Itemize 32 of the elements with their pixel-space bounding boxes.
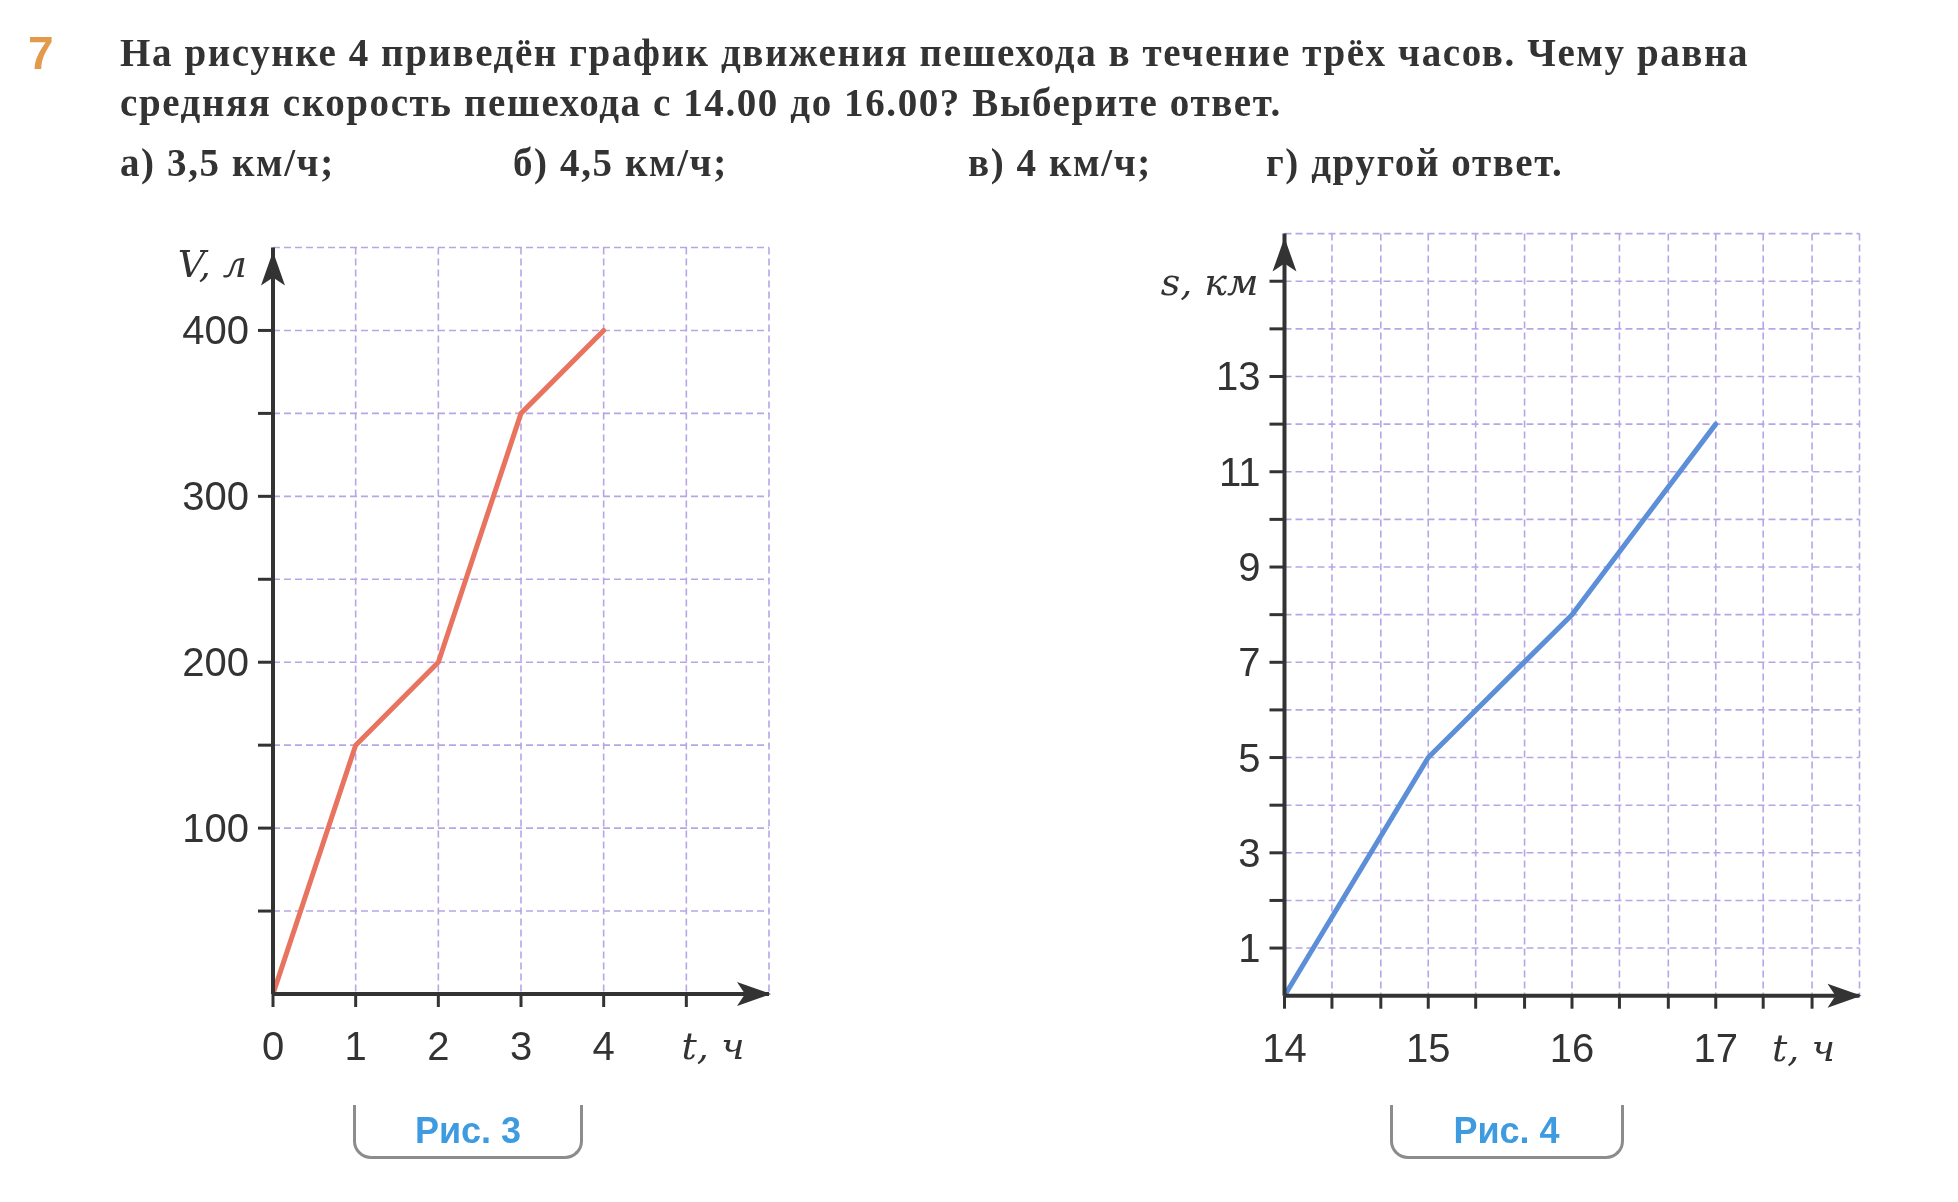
text: в) 4 км/ч;	[968, 141, 1152, 184]
y-tick-label: 1	[1238, 926, 1261, 971]
x-tick-label: 16	[1549, 1025, 1595, 1070]
y-tick-label: 300	[182, 474, 249, 519]
x-tick-label: 14	[1262, 1025, 1307, 1070]
y-tick-label: 5	[1238, 735, 1261, 780]
x-tick-label: 2	[427, 1024, 450, 1068]
text: 7	[28, 26, 54, 80]
y-tick-label: 11	[1218, 449, 1261, 494]
x-tick-label: 1	[344, 1024, 367, 1068]
x-axis-title: t, ч	[681, 1024, 745, 1068]
y-tick-label: 3	[1238, 830, 1261, 875]
y-tick-label: 400	[182, 308, 249, 353]
y-tick-label: 100	[182, 806, 249, 851]
x-tick-label: 17	[1693, 1025, 1738, 1070]
text: г) другой ответ.	[1266, 141, 1564, 184]
y-tick-label: 13	[1216, 354, 1261, 399]
x-tick-label: 15	[1406, 1025, 1451, 1070]
text: б) 4,5 км/ч;	[513, 141, 728, 184]
text: а) 3,5 км/ч;	[120, 141, 335, 184]
x-axis-title: t, ч	[1771, 1025, 1836, 1070]
x-tick-label: 3	[509, 1024, 533, 1068]
y-axis-title: s, км	[1159, 259, 1259, 304]
x-tick-label: 4	[592, 1024, 615, 1068]
x-tick-label: 0	[261, 1024, 285, 1068]
text: На рисунке 4 приведён график движения пешехода в течение трёх часов. Чему равна средняя скорость пешехода с 14.00 до 16.00? Выберите ответ.	[120, 30, 1751, 127]
y-tick-label: 9	[1238, 545, 1261, 590]
text: Рис. 3	[414, 1110, 522, 1152]
text: Рис. 4	[1453, 1110, 1560, 1152]
y-axis-title: V, л	[176, 241, 247, 286]
y-tick-label: 200	[182, 640, 249, 685]
y-tick-label: 7	[1238, 640, 1261, 685]
